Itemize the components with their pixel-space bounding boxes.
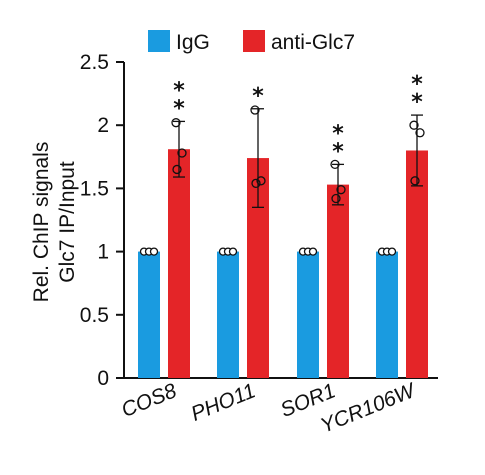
legend-swatch-igg: [148, 30, 170, 52]
bars: *******: [138, 72, 428, 378]
y-axis-ticks: 0 0.5 1 1.5 2 2.5: [80, 51, 124, 390]
legend: IgG anti-Glc7: [148, 30, 355, 54]
legend-label-igg: IgG: [176, 31, 210, 54]
significance-star: *: [173, 78, 185, 103]
y-tick-label: 1.5: [80, 177, 109, 200]
bar-anti-glc7-sor1: [327, 184, 349, 378]
data-point-anti-glc7: [415, 128, 425, 138]
legend-label-anti-glc7: anti-Glc7: [271, 31, 355, 54]
significance-star: *: [411, 90, 423, 115]
data-point-anti-glc7: [409, 120, 419, 130]
y-tick-label: 0.5: [80, 304, 109, 327]
significance-star: *: [332, 139, 344, 164]
data-point-anti-glc7: [256, 176, 266, 186]
data-point-anti-glc7: [250, 105, 260, 115]
bar-igg-sor1: [297, 251, 319, 378]
significance-star: *: [252, 84, 264, 109]
significance-star: *: [411, 72, 423, 97]
data-point-anti-glc7: [251, 178, 261, 188]
data-point-anti-glc7: [330, 159, 340, 170]
data-point-igg: [308, 247, 318, 256]
data-point-igg: [387, 247, 397, 256]
bar-anti-glc7-cos8: [168, 149, 190, 378]
y-axis-label-line-1: Rel. ChIP signals: [30, 142, 53, 303]
x-tick-label-pho11: PHO11: [188, 379, 259, 426]
y-axis-label: Rel. ChIP signals Glc7 IP/Input: [30, 142, 79, 303]
data-point-anti-glc7: [177, 148, 187, 158]
y-axis-label-line-2: Glc7 IP/Input: [56, 161, 79, 283]
bar-igg-ycr106w: [376, 251, 398, 378]
bar-igg-pho11: [217, 251, 239, 378]
data-point-anti-glc7: [410, 176, 420, 186]
data-point-anti-glc7: [171, 118, 181, 128]
legend-swatch-anti-glc7: [243, 30, 265, 52]
data-point-igg: [228, 247, 238, 256]
y-tick-label: 2: [97, 114, 109, 137]
bar-anti-glc7-pho11: [247, 158, 269, 378]
significance-star: *: [173, 96, 185, 121]
bar-igg-cos8: [138, 251, 160, 378]
significance-star: *: [332, 121, 344, 146]
data-point-anti-glc7: [331, 193, 341, 204]
y-tick-label: 0: [97, 367, 109, 390]
y-tick-label: 1: [97, 241, 109, 264]
data-point-anti-glc7: [336, 185, 346, 195]
x-tick-label-cos8: COS8: [118, 379, 180, 422]
y-tick-label: 2.5: [80, 51, 109, 74]
bar-anti-glc7-ycr106w: [406, 150, 428, 378]
data-point-igg: [149, 247, 159, 256]
data-point-anti-glc7: [172, 164, 182, 175]
